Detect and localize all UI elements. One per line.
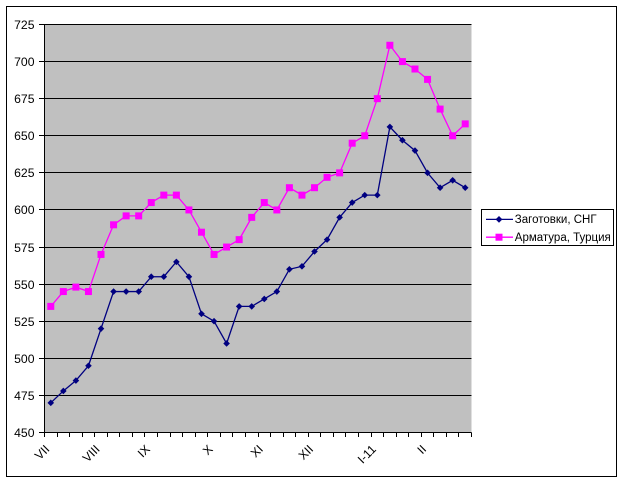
svg-text:Заготовки, СНГ: Заготовки, СНГ bbox=[515, 214, 598, 226]
svg-text:550: 550 bbox=[14, 278, 35, 292]
svg-text:700: 700 bbox=[14, 55, 35, 69]
svg-text:650: 650 bbox=[14, 129, 35, 143]
svg-text:625: 625 bbox=[14, 166, 35, 180]
svg-text:450: 450 bbox=[14, 426, 35, 440]
svg-text:575: 575 bbox=[14, 241, 35, 255]
svg-text:Арматура, Турция: Арматура, Турция bbox=[515, 232, 611, 244]
svg-text:525: 525 bbox=[14, 315, 35, 329]
svg-text:600: 600 bbox=[14, 203, 35, 217]
svg-text:675: 675 bbox=[14, 92, 35, 106]
svg-text:500: 500 bbox=[14, 352, 35, 366]
svg-text:725: 725 bbox=[14, 18, 35, 32]
svg-text:475: 475 bbox=[14, 389, 35, 403]
